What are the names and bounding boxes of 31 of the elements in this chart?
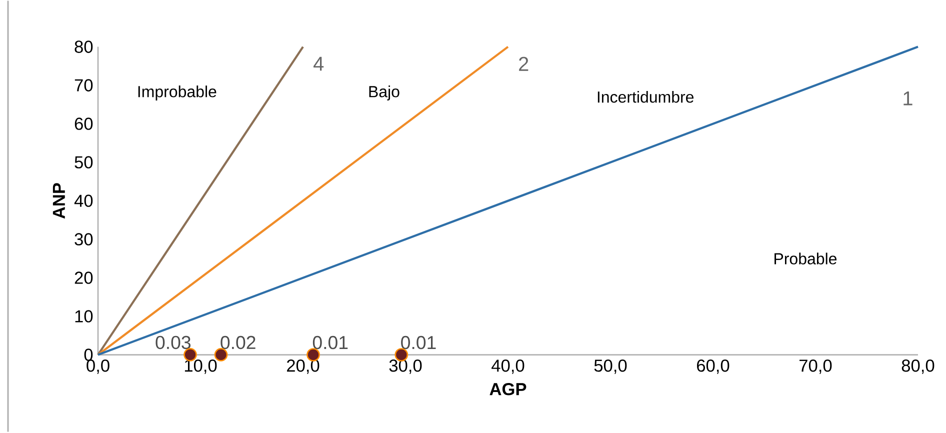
series-label: 2 — [519, 57, 528, 72]
y-axis-title: ANP — [52, 183, 65, 219]
y-tick-label: 10 — [75, 310, 93, 323]
y-tick-label: 30 — [74, 233, 93, 246]
x-tick-label: 10,0 — [184, 360, 217, 374]
x-tick-label: 70,0 — [800, 360, 832, 374]
x-tick-label: 20,0 — [287, 360, 320, 374]
y-tick-label: 40 — [74, 194, 93, 208]
annotation: Probable — [774, 252, 837, 265]
x-tick-label: 40,0 — [492, 360, 524, 374]
y-tick-label: 50 — [74, 156, 93, 169]
y-tick-label: 70 — [74, 79, 93, 92]
data-label: 0.02 — [220, 336, 256, 350]
x-axis-title: AGP — [490, 383, 526, 396]
y-tick-label: 60 — [74, 118, 93, 130]
series-label: 1 — [904, 92, 912, 106]
data-label: 0.01 — [312, 336, 348, 350]
data-label: 0.03 — [156, 336, 190, 350]
data-label: 0.01 — [401, 336, 436, 350]
x-tick-label: 50,0 — [594, 360, 627, 374]
y-tick-label: 0 — [84, 348, 93, 362]
x-tick-label: 60,0 — [697, 360, 730, 374]
x-tick-label: 30,0 — [389, 360, 422, 374]
annotation: Improbable — [138, 86, 216, 101]
annotation: Incertidumbre — [598, 91, 694, 103]
series-label: 4 — [314, 57, 324, 71]
annotation: Bajo — [369, 86, 400, 101]
y-tick-label: 20 — [74, 272, 93, 284]
x-tick-label: 0,0 — [86, 360, 110, 374]
y-tick-label: 80 — [74, 40, 93, 54]
x-tick-label: 80,0 — [902, 360, 934, 374]
